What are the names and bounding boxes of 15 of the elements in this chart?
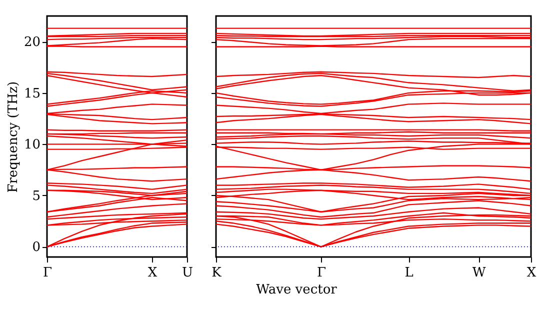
x-tick-label: Γ [316,266,326,280]
y-axis-title: Frequency (THz) [6,81,21,193]
x-tick-label: K [212,266,222,280]
y-tick-label: 15 [24,86,40,102]
x-tick-label: X [148,266,158,280]
y-tick-label: 10 [24,138,40,153]
y-tick-label: 5 [32,188,40,204]
x-tick-label: L [404,266,414,280]
x-tick-label: X [526,266,537,280]
x-tick-label: W [472,266,486,280]
x-axis-title: Wave vector [256,282,338,298]
x-tick-label: Γ [42,266,52,280]
x-tick-label: U [182,266,194,280]
y-tick-label: 0 [32,240,40,256]
y-tick-label: 20 [24,35,40,50]
